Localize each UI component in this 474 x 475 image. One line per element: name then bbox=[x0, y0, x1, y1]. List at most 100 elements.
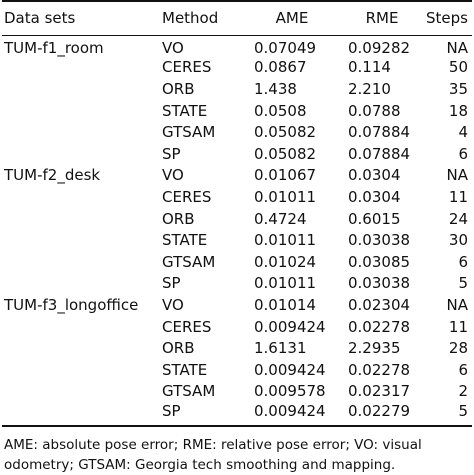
cell-dataset bbox=[2, 273, 154, 295]
cell-dataset bbox=[2, 402, 154, 428]
cell-ame: 1.438 bbox=[254, 79, 297, 98]
cell-method: STATE bbox=[162, 101, 208, 120]
table-row: CERES 0.0867 0.114 50 bbox=[2, 57, 472, 79]
cell-steps: 5 bbox=[458, 274, 468, 293]
cell-ame: 0.009424 bbox=[244, 402, 340, 428]
table-row: ORB 1.6131 2.2935 28 bbox=[2, 337, 472, 359]
cell-rme: 2.210 bbox=[348, 79, 391, 98]
table-row: SP 0.05082 0.07884 6 bbox=[2, 143, 472, 165]
cell-rme: 0.6015 bbox=[348, 209, 401, 228]
cell-method: CERES bbox=[162, 58, 212, 77]
cell-method: SP bbox=[162, 274, 181, 293]
table-row: SP 0.01011 0.03038 5 bbox=[2, 273, 472, 295]
cell-ame: 0.009578 bbox=[254, 382, 326, 401]
cell-steps: 4 bbox=[458, 123, 468, 142]
cell-ame: 0.01011 bbox=[254, 187, 317, 206]
cell-rme: 0.03038 bbox=[348, 274, 411, 293]
cell-ame: 0.01024 bbox=[254, 252, 317, 271]
table-row: STATE 0.0508 0.0788 18 bbox=[2, 100, 472, 122]
cell-method: VO bbox=[162, 295, 184, 314]
cell-dataset bbox=[2, 251, 154, 273]
cell-steps: 30 bbox=[448, 231, 468, 250]
cell-steps: 6 bbox=[458, 144, 468, 163]
table-footnote: AME: absolute pose error; RME: relative … bbox=[4, 437, 422, 474]
cell-rme: 0.0304 bbox=[348, 166, 401, 185]
header-method: Method bbox=[154, 0, 244, 36]
cell-dataset bbox=[2, 381, 154, 403]
cell-dataset bbox=[2, 229, 154, 251]
table-row: ORB 0.4724 0.6015 24 bbox=[2, 208, 472, 230]
cell-ame: 0.05082 bbox=[254, 123, 317, 142]
cell-rme: 0.02279 bbox=[340, 402, 424, 428]
cell-ame: 0.01011 bbox=[254, 231, 317, 250]
cell-rme: 2.2935 bbox=[348, 339, 401, 358]
cell-dataset bbox=[2, 316, 154, 338]
cell-ame: 0.0867 bbox=[254, 58, 307, 77]
cell-ame: 0.05082 bbox=[254, 144, 317, 163]
table-row: TUM-f2_desk VO 0.01067 0.0304 NA bbox=[2, 165, 472, 187]
header-row: Data sets Method AME RME Steps bbox=[2, 0, 472, 36]
cell-dataset: TUM-f1_room bbox=[4, 38, 104, 57]
cell-steps: 5 bbox=[424, 402, 472, 428]
cell-method: STATE bbox=[162, 231, 208, 250]
table-row: GTSAM 0.01024 0.03085 6 bbox=[2, 251, 472, 273]
cell-steps: 2 bbox=[458, 382, 468, 401]
cell-steps: NA bbox=[446, 166, 468, 185]
table-row: GTSAM 0.05082 0.07884 4 bbox=[2, 121, 472, 143]
cell-steps: 11 bbox=[448, 187, 468, 206]
cell-method: SP bbox=[154, 402, 244, 428]
cell-steps: NA bbox=[446, 38, 468, 57]
table-row: TUM-f1_room VO 0.07049 0.09282 NA bbox=[2, 35, 472, 57]
cell-ame: 0.01011 bbox=[254, 274, 317, 293]
cell-method: VO bbox=[162, 38, 184, 57]
cell-dataset bbox=[2, 57, 154, 79]
cell-dataset bbox=[2, 337, 154, 359]
cell-steps: 28 bbox=[448, 339, 468, 358]
cell-method: GTSAM bbox=[162, 382, 216, 401]
table-row: GTSAM 0.009578 0.02317 2 bbox=[2, 381, 472, 403]
cell-steps: 11 bbox=[448, 317, 468, 336]
cell-ame: 0.07049 bbox=[254, 38, 317, 57]
cell-rme: 0.03038 bbox=[348, 231, 411, 250]
cell-steps: 6 bbox=[458, 252, 468, 271]
cell-ame: 0.0508 bbox=[254, 101, 307, 120]
cell-steps: 35 bbox=[448, 79, 468, 98]
cell-ame: 0.009424 bbox=[254, 317, 326, 336]
cell-ame: 1.6131 bbox=[254, 339, 307, 358]
cell-rme: 0.0304 bbox=[348, 187, 401, 206]
cell-rme: 0.02304 bbox=[348, 295, 411, 314]
cell-method: GTSAM bbox=[162, 123, 216, 142]
table-row: TUM-f3_longoffice VO 0.01014 0.02304 NA bbox=[2, 294, 472, 316]
cell-dataset: TUM-f2_desk bbox=[4, 166, 101, 185]
cell-steps: NA bbox=[446, 295, 468, 314]
cell-ame: 0.01014 bbox=[254, 295, 317, 314]
cell-dataset bbox=[2, 143, 154, 165]
cell-method: ORB bbox=[162, 339, 195, 358]
results-table: Data sets Method AME RME Steps TUM-f1_ro… bbox=[2, 0, 472, 428]
table-row: STATE 0.009424 0.02278 6 bbox=[2, 359, 472, 381]
cell-method: GTSAM bbox=[162, 252, 216, 271]
cell-method: STATE bbox=[162, 360, 208, 379]
table-row: STATE 0.01011 0.03038 30 bbox=[2, 229, 472, 251]
header-datasets: Data sets bbox=[2, 0, 154, 36]
cell-dataset bbox=[2, 100, 154, 122]
table-row: ORB 1.438 2.210 35 bbox=[2, 78, 472, 100]
cell-dataset bbox=[2, 121, 154, 143]
cell-ame: 0.01067 bbox=[254, 166, 317, 185]
cell-ame: 0.009424 bbox=[254, 360, 326, 379]
cell-steps: 6 bbox=[458, 360, 468, 379]
table-header: Data sets Method AME RME Steps bbox=[2, 0, 472, 36]
table-row: CERES 0.01011 0.0304 11 bbox=[2, 186, 472, 208]
cell-steps: 18 bbox=[448, 101, 468, 120]
cell-rme: 0.09282 bbox=[348, 38, 411, 57]
cell-rme: 0.02317 bbox=[348, 382, 411, 401]
table-row: SP 0.009424 0.02279 5 bbox=[2, 402, 472, 428]
cell-rme: 0.07884 bbox=[348, 144, 411, 163]
table-body: TUM-f1_room VO 0.07049 0.09282 NA CERES 0.0867… bbox=[2, 35, 472, 428]
header-rme: RME bbox=[340, 0, 424, 36]
cell-dataset bbox=[2, 208, 154, 230]
cell-method: CERES bbox=[162, 317, 212, 336]
cell-method: ORB bbox=[162, 209, 195, 228]
cell-rme: 0.07884 bbox=[348, 123, 411, 142]
